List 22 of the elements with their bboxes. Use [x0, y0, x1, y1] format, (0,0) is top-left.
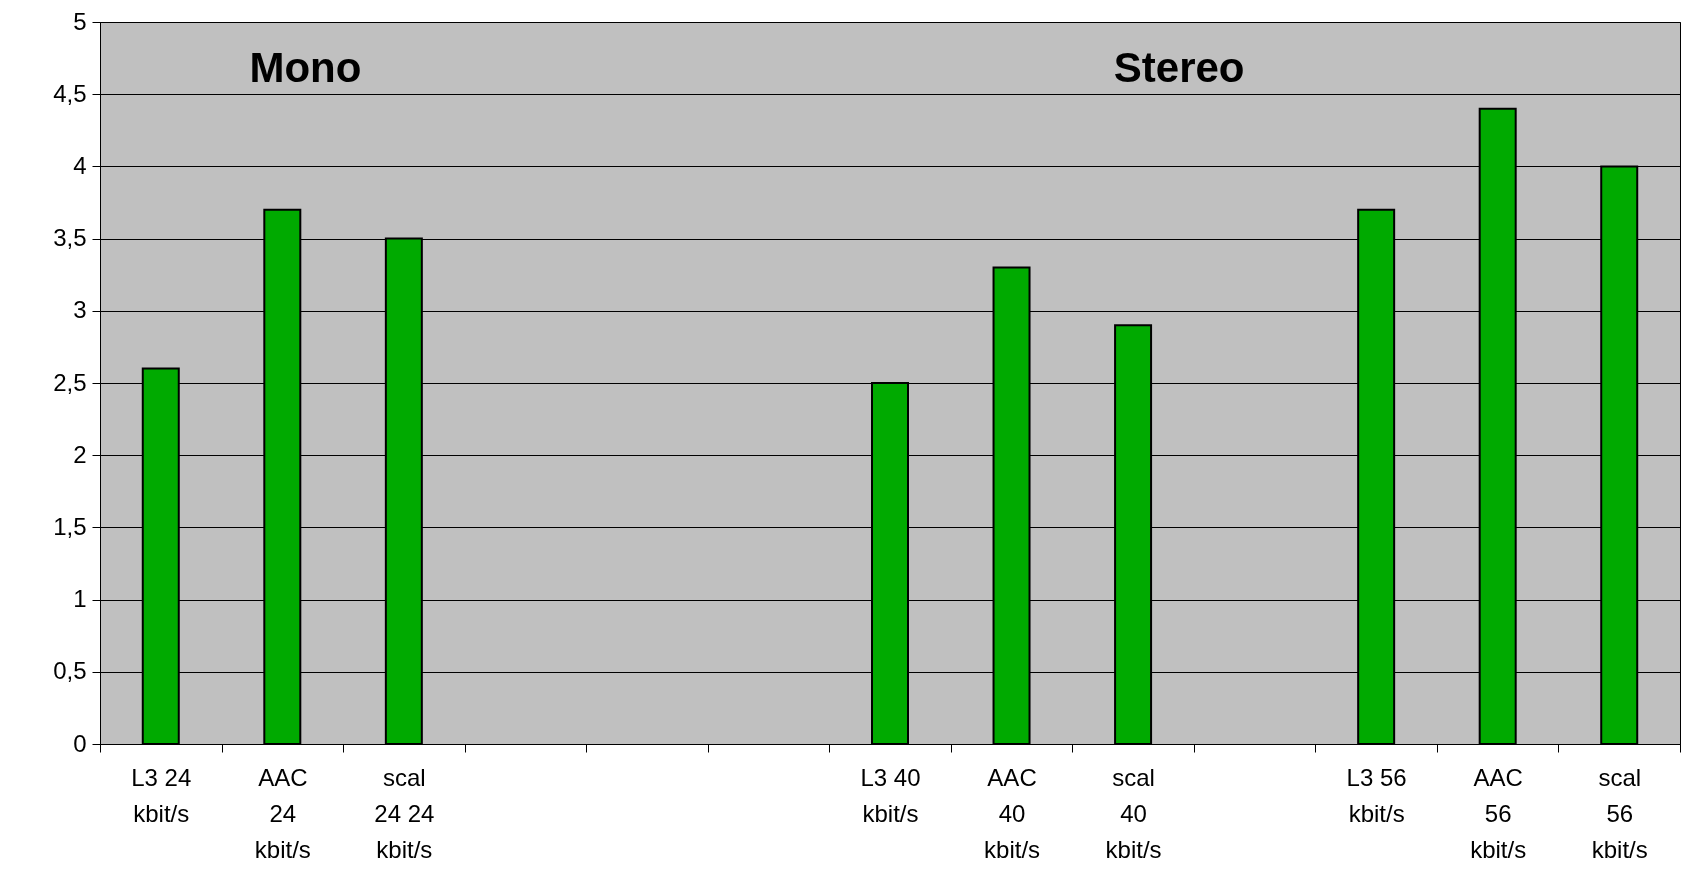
x-tick-label: AAC 56 kbit/s: [1470, 763, 1527, 863]
y-tick-label: 3: [73, 296, 87, 324]
y-tick-label: 3,5: [53, 224, 87, 252]
x-tick-label: scal 24 24 kbit/s: [374, 763, 435, 863]
x-tick-label: scal 40 kbit/s: [1105, 763, 1162, 863]
annotation: Mono: [249, 43, 362, 91]
annotation: Stereo: [1113, 43, 1245, 91]
x-tick-label: AAC 40 kbit/s: [984, 763, 1041, 863]
x-tick-label: L3 24 kbit/s: [131, 763, 192, 827]
y-tick-label: 5: [73, 7, 87, 35]
x-tick-label: AAC 24 kbit/s: [254, 763, 311, 863]
y-tick-label: 0: [73, 729, 87, 757]
x-tick-label: scal 56 kbit/s: [1591, 763, 1648, 863]
y-tick-label: 1,5: [53, 512, 87, 540]
x-tick-label: L3 56 kbit/s: [1346, 763, 1407, 827]
x-tick-label: L3 40 kbit/s: [860, 763, 921, 827]
y-tick-label: 4,5: [53, 79, 87, 107]
y-tick-label: 2,5: [53, 368, 87, 396]
y-tick-label: 0,5: [53, 657, 87, 685]
y-tick-label: 4: [73, 151, 87, 179]
y-tick-label: 1: [73, 585, 87, 613]
y-tick-label: 2: [73, 440, 87, 468]
